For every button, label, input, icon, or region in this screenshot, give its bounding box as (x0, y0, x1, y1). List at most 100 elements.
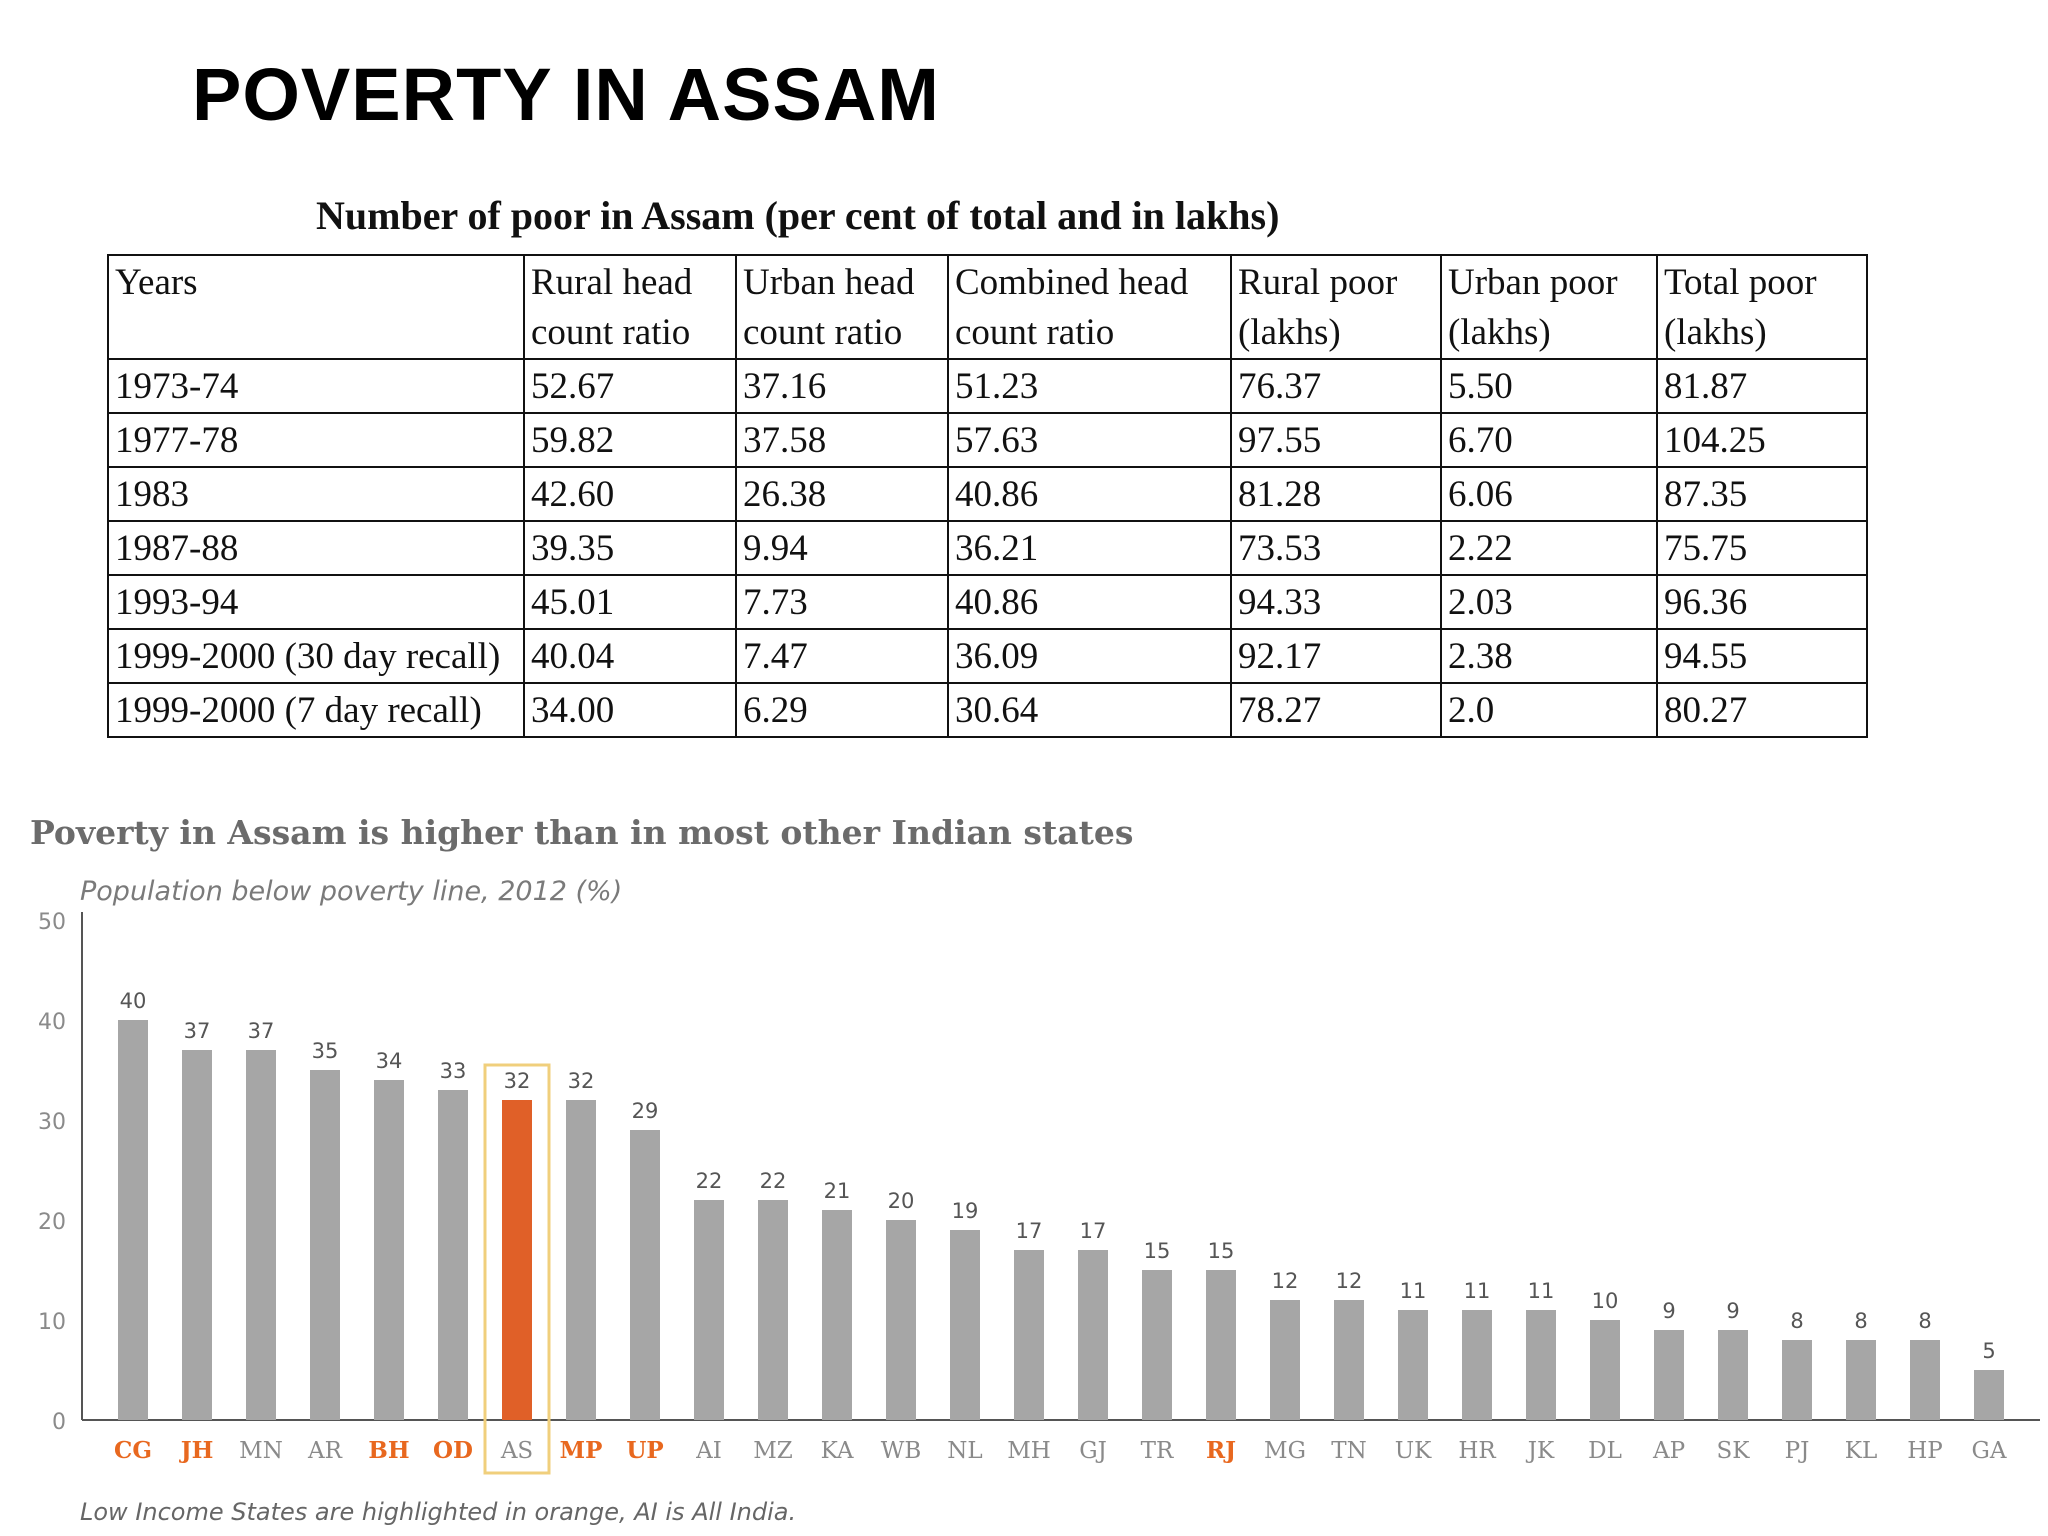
table-cell: 45.01 (523, 574, 737, 630)
table-cell: 40.86 (947, 574, 1232, 630)
bar-hr (1462, 1310, 1492, 1420)
bar-mn (246, 1050, 276, 1420)
y-tick-label: 20 (38, 1210, 66, 1235)
table-cell: 94.33 (1230, 574, 1442, 630)
table-cell: 1999-2000 (30 day recall) (107, 628, 525, 684)
table-cell: 81.28 (1230, 466, 1442, 522)
bar-value-label: 17 (1080, 1219, 1107, 1243)
bar-nl (950, 1230, 980, 1420)
x-tick-label: MH (1007, 1438, 1051, 1464)
bar-value-label: 32 (568, 1069, 595, 1093)
table-row: 1999-2000 (7 day recall) 34.00 6.29 30.6… (107, 682, 1868, 738)
table-cell: 39.35 (523, 520, 737, 576)
table-cell: 81.87 (1656, 358, 1868, 414)
table-cell: 36.21 (947, 520, 1232, 576)
y-tick-label: 40 (38, 1010, 66, 1035)
bar-value-label: 12 (1272, 1269, 1299, 1293)
table-header-row: Years Rural head count ratio Urban head … (107, 254, 1868, 360)
table-cell: 37.16 (735, 358, 949, 414)
chart-subtitle: Population below poverty line, 2012 (%) (80, 876, 622, 907)
slide-title: POVERTY IN ASSAM (192, 53, 940, 136)
bar-value-label: 17 (1016, 1219, 1043, 1243)
table-row: 1973-74 52.67 37.16 51.23 76.37 5.50 81.… (107, 358, 1868, 414)
header-combined-hcr: Combined head count ratio (947, 254, 1232, 360)
x-tick-label: WB (881, 1438, 922, 1464)
header-rural-hcr: Rural head count ratio (523, 254, 737, 360)
table-cell: 94.55 (1656, 628, 1868, 684)
header-years: Years (107, 254, 525, 360)
header-rural-poor: Rural poor (lakhs) (1230, 254, 1442, 360)
x-tick-label: BH (368, 1437, 409, 1464)
header-urban-poor: Urban poor (lakhs) (1440, 254, 1658, 360)
x-tick-label: HR (1458, 1438, 1496, 1464)
x-tick-label: UP (626, 1437, 663, 1464)
table-cell: 26.38 (735, 466, 949, 522)
bar-value-label: 22 (696, 1169, 723, 1193)
x-tick-label: KL (1845, 1438, 1877, 1464)
bar-tn (1334, 1300, 1364, 1420)
x-tick-label: MP (560, 1437, 603, 1464)
table-cell: 75.75 (1656, 520, 1868, 576)
table-caption: Number of poor in Assam (per cent of tot… (316, 193, 1280, 238)
table-cell: 52.67 (523, 358, 737, 414)
table-cell: 92.17 (1230, 628, 1442, 684)
y-tick-label: 30 (38, 1110, 66, 1135)
table-cell: 40.04 (523, 628, 737, 684)
bar-ai (694, 1200, 724, 1420)
table-cell: 9.94 (735, 520, 949, 576)
table-row: 1999-2000 (30 day recall) 40.04 7.47 36.… (107, 628, 1868, 684)
x-tick-label: HP (1907, 1438, 1943, 1464)
x-tick-label: CG (114, 1437, 152, 1464)
bar-value-label: 12 (1336, 1269, 1363, 1293)
table-cell: 73.53 (1230, 520, 1442, 576)
table-cell: 104.25 (1656, 412, 1868, 468)
bar-ar (310, 1070, 340, 1420)
bars: 40 37 37 35 34 33 32 32 29 22 22 21 20 19 17 17 15 15 12 12… (118, 989, 2004, 1475)
table-row: 1987-88 39.35 9.94 36.21 73.53 2.22 75.7… (107, 520, 1868, 576)
table-row: 1977-78 59.82 37.58 57.63 97.55 6.70 104… (107, 412, 1868, 468)
bar-value-label: 8 (1854, 1309, 1867, 1333)
table-cell: 1987-88 (107, 520, 525, 576)
table-cell: 37.58 (735, 412, 949, 468)
bar-ka (822, 1210, 852, 1420)
bar-mg (1270, 1300, 1300, 1420)
bar-jk (1526, 1310, 1556, 1420)
bar-value-label: 8 (1918, 1309, 1931, 1333)
table-cell: 1999-2000 (7 day recall) (107, 682, 525, 738)
x-tick-label: MZ (753, 1438, 793, 1464)
x-tick-label: TR (1141, 1438, 1174, 1464)
table-cell: 7.47 (735, 628, 949, 684)
x-tick-label: MG (1264, 1438, 1306, 1464)
bar-uk (1398, 1310, 1428, 1420)
bar-wb (886, 1220, 916, 1420)
y-axis: 0 10 20 30 40 50 (38, 910, 2040, 1435)
bar-value-label: 8 (1790, 1309, 1803, 1333)
bar-value-label: 9 (1726, 1299, 1739, 1323)
bar-value-label: 11 (1528, 1279, 1555, 1303)
bar-mp (566, 1100, 596, 1420)
bar-value-label: 10 (1592, 1289, 1619, 1313)
poverty-table: Years Rural head count ratio Urban head … (107, 254, 1868, 738)
bar-up (630, 1130, 660, 1420)
x-tick-label: JK (1526, 1438, 1555, 1464)
poverty-bar-chart: Poverty in Assam is higher than in most … (30, 813, 2040, 1526)
x-tick-label: AI (695, 1438, 722, 1464)
table-cell: 87.35 (1656, 466, 1868, 522)
chart-footnote: Low Income States are highlighted in ora… (80, 1498, 796, 1526)
x-tick-label: TN (1331, 1438, 1366, 1464)
bar-hp (1910, 1340, 1940, 1420)
chart-title: Poverty in Assam is higher than in most … (30, 813, 1133, 852)
bar-value-label: 11 (1400, 1279, 1427, 1303)
y-tick-label: 50 (38, 910, 66, 935)
x-tick-label: OD (433, 1437, 473, 1464)
table-cell: 2.03 (1440, 574, 1658, 630)
bar-value-label: 37 (184, 1019, 211, 1043)
x-tick-label: MN (239, 1438, 283, 1464)
bar-value-label: 19 (952, 1199, 979, 1223)
table-cell: 34.00 (523, 682, 737, 738)
table-cell: 6.06 (1440, 466, 1658, 522)
x-tick-label: GJ (1079, 1438, 1107, 1464)
bar-kl (1846, 1340, 1876, 1420)
x-tick-label: PJ (1785, 1438, 1810, 1464)
table-cell: 2.22 (1440, 520, 1658, 576)
